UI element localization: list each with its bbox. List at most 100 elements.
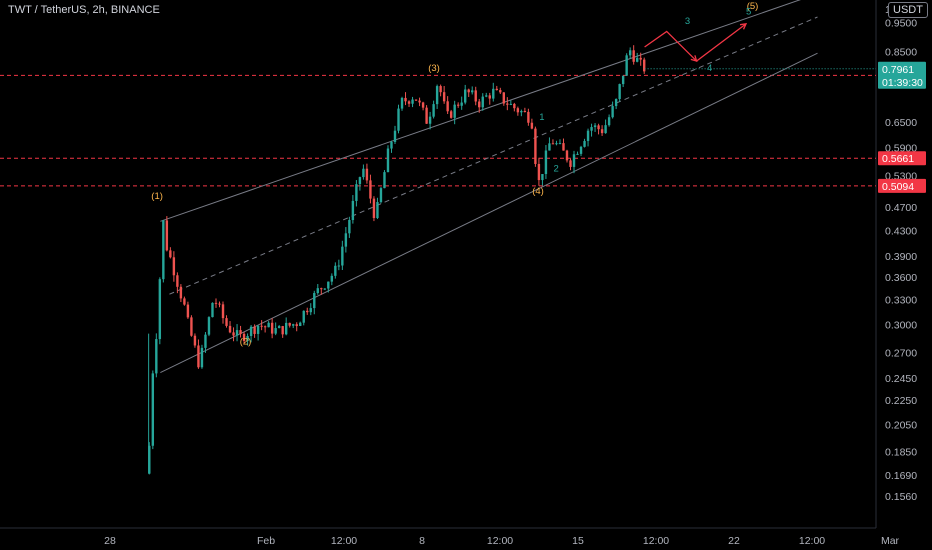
candle-body xyxy=(456,104,460,106)
candle-body xyxy=(267,322,270,328)
candle-body xyxy=(372,198,376,219)
candle-body xyxy=(421,102,425,108)
candle-body xyxy=(597,125,600,130)
candle-body xyxy=(239,330,242,334)
y-tick-label: 0.3900 xyxy=(885,251,917,263)
candle-body xyxy=(590,127,593,131)
candle-body xyxy=(365,168,369,181)
candle-body xyxy=(249,326,253,337)
candle-body xyxy=(562,143,565,151)
candle-body xyxy=(242,333,246,341)
candle-body xyxy=(449,111,453,118)
candle-body xyxy=(302,310,305,323)
candle-body xyxy=(618,84,621,100)
level-price-tag: 0.5661 xyxy=(882,153,914,165)
candle-body xyxy=(221,304,225,319)
candle-body xyxy=(614,99,618,107)
candle-body xyxy=(390,141,393,149)
candle-body xyxy=(488,95,491,99)
candle-body xyxy=(228,325,232,333)
candle-body xyxy=(407,101,411,104)
candle-body xyxy=(197,345,200,368)
candle-body xyxy=(148,445,151,474)
candle-body xyxy=(330,275,334,282)
wave-label-major: (1) xyxy=(151,191,163,202)
y-tick-label: 0.1850 xyxy=(885,446,917,458)
projection-path xyxy=(644,23,747,62)
candle-body xyxy=(337,265,341,267)
candle-body xyxy=(193,335,197,346)
candle-body xyxy=(474,90,477,102)
wave-label-minor: 1 xyxy=(539,112,544,123)
x-tick-label: 12:00 xyxy=(643,535,669,547)
candle-body xyxy=(467,89,470,93)
symbol-title[interactable]: TWT / TetherUS, 2h, BINANCE xyxy=(8,4,160,16)
y-tick-label: 0.4300 xyxy=(885,225,917,237)
candle-body xyxy=(464,89,467,103)
candle-body xyxy=(200,347,204,368)
candle-body xyxy=(190,317,193,336)
x-tick-label: 12:00 xyxy=(487,535,513,547)
candle-body xyxy=(411,99,414,104)
candle-body xyxy=(214,302,218,304)
candle-body xyxy=(186,304,190,318)
candle-body xyxy=(506,103,509,105)
candle-body xyxy=(397,108,400,131)
candle-body xyxy=(277,326,281,329)
candle-body xyxy=(471,90,474,93)
channel-lower-line xyxy=(160,52,818,373)
candle-body xyxy=(207,317,211,335)
candle-body xyxy=(270,322,274,334)
y-tick-label: 0.4700 xyxy=(885,202,917,214)
candle-body xyxy=(235,330,239,336)
candle-body xyxy=(586,130,590,141)
candle-body xyxy=(232,332,235,336)
level-price-tag: 0.5094 xyxy=(882,181,914,193)
candle-body xyxy=(579,146,583,154)
candle-body xyxy=(607,117,611,126)
candle-body xyxy=(327,281,330,289)
candle-body xyxy=(481,96,484,108)
candle-body xyxy=(593,125,597,128)
candle-body xyxy=(155,339,158,374)
candle-body xyxy=(386,148,390,173)
candle-body xyxy=(334,265,337,276)
x-tick-label: 8 xyxy=(419,535,425,547)
wave-label-minor: 5 xyxy=(746,6,751,17)
candle-body xyxy=(369,180,372,199)
candle-body xyxy=(306,310,309,313)
candle-body xyxy=(632,50,635,62)
candle-body xyxy=(162,220,165,280)
candle-body xyxy=(446,101,449,112)
candle-body xyxy=(274,328,277,334)
candle-body xyxy=(263,326,267,328)
candle-body xyxy=(358,177,362,185)
candle-body xyxy=(404,97,407,102)
candle-body xyxy=(183,298,186,305)
candle-body xyxy=(260,325,263,327)
candle-body xyxy=(555,143,558,145)
candle-body xyxy=(400,97,404,109)
x-tick-label: 12:00 xyxy=(799,535,825,547)
candle-body xyxy=(565,150,569,161)
currency-selector[interactable]: USDT xyxy=(888,2,928,18)
countdown-tag: 01:39:30 xyxy=(882,77,923,89)
candle-body xyxy=(551,143,555,145)
y-tick-label: 0.1690 xyxy=(885,470,917,482)
candle-body xyxy=(225,318,228,326)
candle-body xyxy=(576,153,579,155)
candle-body xyxy=(393,130,397,142)
y-tick-label: 0.8500 xyxy=(885,47,917,59)
candle-body xyxy=(246,336,249,341)
candle-body xyxy=(383,172,386,189)
candle-body xyxy=(151,373,155,446)
candle-body xyxy=(583,140,586,147)
wave-label-major: (4) xyxy=(532,186,544,197)
last-price-tag: 0.7961 xyxy=(882,64,914,76)
candle-body xyxy=(569,160,572,167)
level-price-tag-bg xyxy=(878,151,926,166)
y-tick-label: 0.6500 xyxy=(885,117,917,129)
x-tick-label: 28 xyxy=(104,535,116,547)
